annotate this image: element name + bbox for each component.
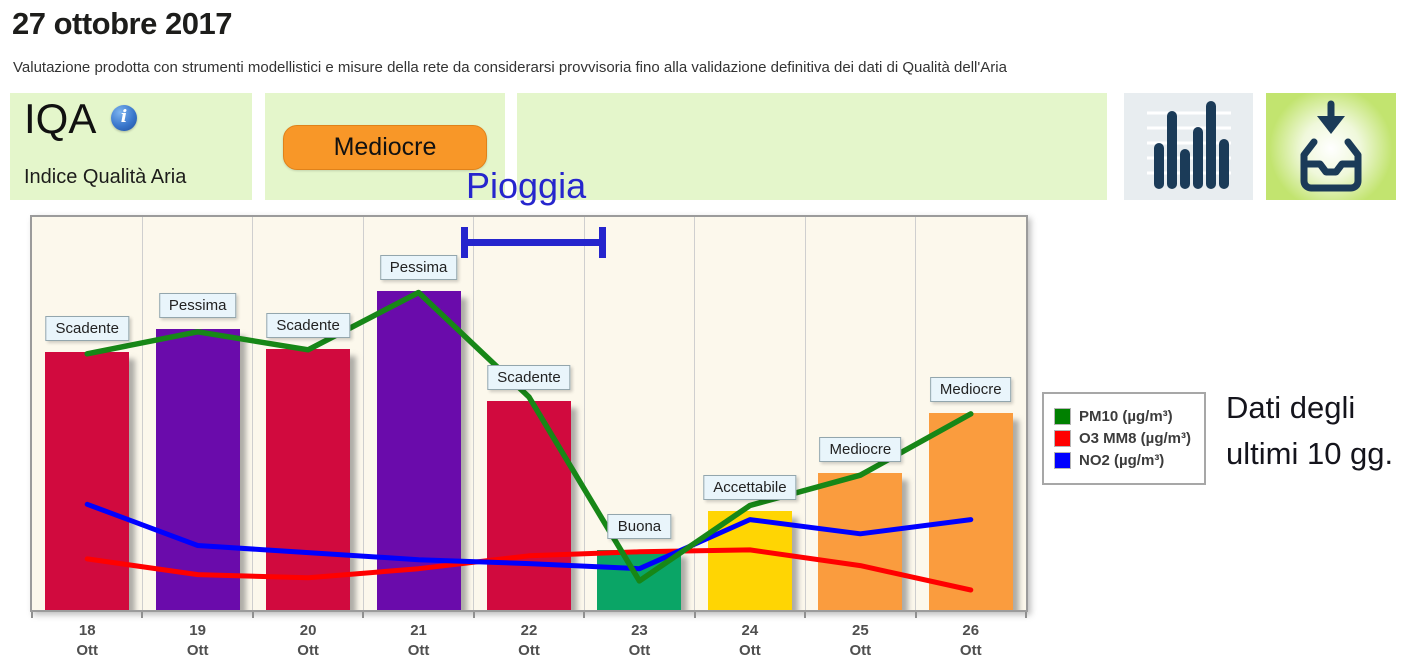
axis-tick [141, 612, 144, 618]
axis-tick [804, 612, 807, 618]
legend-item: PM10 (µg/m³) [1054, 408, 1191, 425]
class-label-26: Mediocre [929, 377, 1012, 402]
legend-swatch [1054, 430, 1071, 447]
bar-21-ott [376, 291, 461, 610]
axis-tick [362, 612, 365, 618]
axis-tick [472, 612, 475, 618]
x-axis-label-18: 18 Ott [76, 622, 99, 660]
x-axis-label-26: 26 Ott [959, 622, 982, 660]
gridline [362, 217, 364, 610]
class-label-24: Accettabile [703, 475, 797, 500]
iqa-panel: IQA i Indice Qualità Aria [10, 93, 252, 200]
bar-19-ott [155, 329, 240, 610]
disclaimer-text: Valutazione prodotta con strumenti model… [13, 59, 1007, 76]
axis-tick [914, 612, 917, 618]
bar-23-ott [597, 550, 682, 610]
rain-bracket-cap [461, 227, 468, 258]
x-axis-label-19: 19 Ott [186, 622, 209, 660]
legend-item: O3 MM8 (µg/m³) [1054, 430, 1191, 447]
gridline [915, 217, 917, 610]
page-title: 27 ottobre 2017 [12, 6, 232, 41]
x-axis-label-23: 23 Ott [628, 622, 651, 660]
class-label-21: Pessima [379, 255, 458, 280]
class-label-19: Pessima [158, 293, 237, 318]
axis-tick [31, 612, 33, 618]
class-label-23: Buona [607, 514, 672, 539]
side-note-line2: ultimi 10 gg. [1226, 435, 1394, 471]
class-label-20: Scadente [266, 313, 350, 338]
x-axis-label-25: 25 Ott [849, 622, 872, 660]
gridline [141, 217, 143, 610]
chart-view-button[interactable] [1124, 93, 1253, 200]
axis-tick [693, 612, 696, 618]
axis-tick [1025, 612, 1027, 618]
x-axis-label-22: 22 Ott [518, 622, 540, 660]
rain-annotation-label: Pioggia [466, 165, 587, 206]
chart-plot-area: Scadente Pessima Scadente Pessima Scadente Bu… [30, 215, 1028, 612]
class-label-25: Mediocre [819, 437, 902, 462]
info-icon[interactable]: i [111, 105, 137, 131]
x-axis-label-20: 20 Ott [297, 622, 319, 660]
download-button[interactable] [1266, 93, 1396, 200]
iqa-acronym: IQA [24, 95, 97, 142]
class-label-22: Scadente [487, 365, 571, 390]
spacer-panel [517, 93, 1107, 200]
legend-item: NO2 (µg/m³) [1054, 452, 1191, 469]
bar-24-ott [707, 511, 792, 610]
legend-label: NO2 (µg/m³) [1079, 452, 1165, 469]
bar-22-ott [487, 401, 571, 610]
legend-swatch [1054, 452, 1071, 469]
iqa-status-badge: Mediocre [283, 125, 487, 170]
download-icon [1284, 98, 1378, 195]
class-label-18: Scadente [45, 316, 129, 341]
rain-bracket [464, 239, 603, 246]
bar-20-ott [266, 349, 351, 610]
bar-18-ott [45, 352, 130, 610]
x-axis-label-21: 21 Ott [407, 622, 430, 660]
chart-x-axis: 18 Ott 19 Ott 20 Ott 21 Ott 22 Ott 23 Ott 24 Ott 25 Ott… [30, 612, 1028, 664]
legend-label: O3 MM8 (µg/m³) [1079, 430, 1191, 447]
gridline [583, 217, 585, 610]
axis-tick [251, 612, 254, 618]
side-note: Dati degli ultimi 10 gg. [1226, 385, 1393, 476]
side-note-line1: Dati degli [1226, 390, 1356, 425]
gridline [252, 217, 254, 610]
legend-label: PM10 (µg/m³) [1079, 408, 1173, 425]
air-quality-chart: Scadente Pessima Scadente Pessima Scadente Bu… [30, 215, 1030, 665]
gridline [804, 217, 806, 610]
bar-25-ott [818, 473, 903, 610]
bar-chart-icon [1145, 99, 1233, 194]
iqa-full-name: Indice Qualità Aria [24, 166, 187, 188]
gridline [694, 217, 696, 610]
gridline [473, 217, 475, 610]
bar-26-ott [928, 413, 1013, 610]
iqa-value-panel: Mediocre [265, 93, 505, 200]
axis-tick [583, 612, 586, 618]
legend-swatch [1054, 408, 1071, 425]
chart-legend: PM10 (µg/m³) O3 MM8 (µg/m³) NO2 (µg/m³) [1042, 392, 1206, 485]
x-axis-label-24: 24 Ott [739, 622, 761, 660]
rain-bracket-cap [599, 227, 606, 258]
